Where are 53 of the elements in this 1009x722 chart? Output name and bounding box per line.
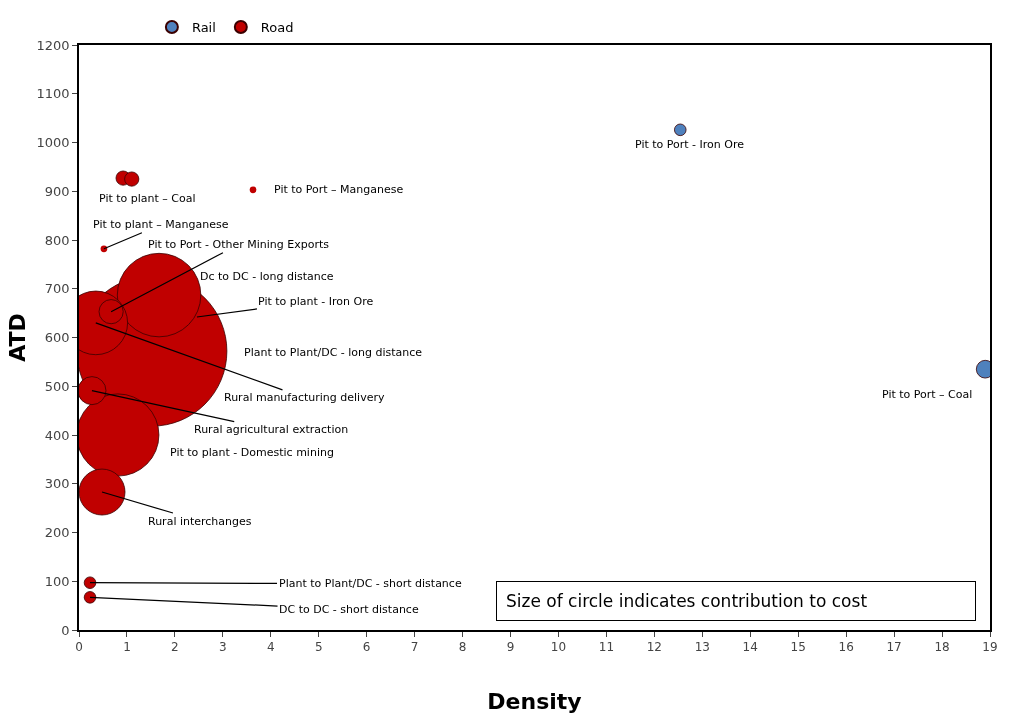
- annotation: Rural manufacturing delivery: [224, 391, 385, 404]
- x-tick-label: 8: [458, 640, 467, 655]
- x-tick-label: 0: [75, 640, 83, 655]
- x-tick-label: 2: [171, 640, 179, 655]
- annotation: Dc to DC - long distance: [200, 270, 334, 283]
- annotation: Rural interchanges: [148, 515, 252, 528]
- x-tick-label: 1: [123, 640, 131, 655]
- annotation: Pit to plant - Domestic mining: [170, 446, 334, 459]
- y-tick-label: 800: [44, 232, 70, 248]
- y-tick-label: 1200: [36, 37, 70, 53]
- annotation: DC to DC - short distance: [279, 603, 419, 616]
- y-tick-label: 900: [44, 183, 70, 199]
- y-tick-label: 0: [61, 622, 70, 638]
- y-tick-label: 400: [44, 427, 70, 443]
- annotation: Pit to Port – Coal: [882, 388, 973, 401]
- annotation: Pit to Port – Manganese: [274, 183, 404, 196]
- y-tick-label: 700: [44, 281, 70, 297]
- annotation: Pit to plant – Coal: [99, 192, 196, 205]
- x-tick-label: 5: [314, 640, 323, 655]
- legend-label: Road: [260, 20, 294, 36]
- y-tick-label: 100: [44, 573, 70, 589]
- y-tick-label: 1000: [36, 135, 70, 151]
- x-tick-label: 19: [982, 640, 998, 655]
- x-tick-label: 15: [790, 640, 806, 655]
- annotation: Pit to plant - Iron Ore: [258, 295, 374, 308]
- x-tick-label: 18: [934, 640, 950, 655]
- x-tick-label: 12: [646, 640, 663, 655]
- annotation: Pit to Port - Other Mining Exports: [148, 238, 330, 251]
- x-tick-label: 10: [550, 640, 567, 655]
- y-tick-label: 300: [44, 476, 70, 492]
- y-tick-label: 500: [44, 378, 70, 394]
- x-tick-label: 7: [410, 640, 419, 655]
- annotation: Plant to Plant/DC - short distance: [279, 577, 462, 590]
- annotation: Rural agricultural extraction: [194, 423, 349, 436]
- y-tick-label: 200: [44, 525, 70, 541]
- x-tick-label: 16: [838, 640, 854, 655]
- x-tick-label: 3: [219, 640, 227, 655]
- legend-label: Rail: [191, 20, 216, 36]
- y-tick-label: 600: [44, 330, 70, 346]
- x-tick-label: 6: [362, 640, 371, 655]
- x-tick-label: 4: [266, 640, 275, 655]
- x-tick-label: 17: [886, 640, 902, 655]
- x-tick-label: 13: [694, 640, 710, 655]
- x-axis-title: Density: [487, 688, 582, 714]
- y-tick-label: 1100: [36, 86, 70, 102]
- x-tick-label: 11: [598, 640, 615, 655]
- annotation: Pit to Port - Iron Ore: [635, 138, 745, 151]
- y-axis-title: ATD: [4, 313, 30, 362]
- annotation: Size of circle indicates contribution to cost: [506, 591, 868, 611]
- x-tick-label: 14: [742, 640, 758, 655]
- annotation: Pit to plant – Manganese: [93, 218, 229, 231]
- x-tick-label: 9: [506, 640, 515, 655]
- annotation: Plant to Plant/DC - long distance: [244, 346, 423, 359]
